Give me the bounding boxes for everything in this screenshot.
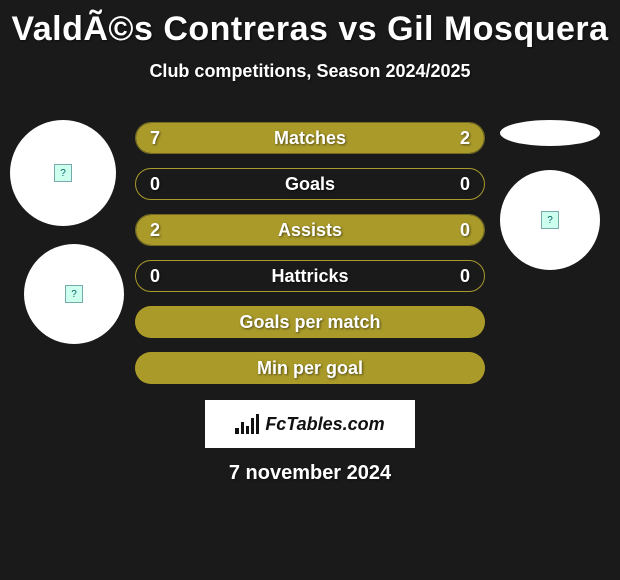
- avatars-right: ?: [490, 120, 610, 270]
- stat-label: Assists: [136, 220, 484, 241]
- page-title: ValdÃ©s Contreras vs Gil Mosquera: [0, 10, 620, 49]
- comparison-stats: 72Matches 00Goals 20Assists 00Hattricks Goal…: [135, 122, 485, 384]
- avatar: [500, 120, 600, 146]
- stat-label: Goals per match: [136, 312, 484, 333]
- brand-bars-icon: [235, 414, 259, 434]
- image-placeholder-icon: ?: [54, 164, 72, 182]
- brand-text: FcTables.com: [265, 414, 384, 435]
- stat-row: Goals per match: [135, 306, 485, 338]
- stat-row: 00Hattricks: [135, 260, 485, 292]
- stat-label: Hattricks: [136, 266, 484, 287]
- stat-label: Goals: [136, 174, 484, 195]
- stat-row: 72Matches: [135, 122, 485, 154]
- stat-row: 00Goals: [135, 168, 485, 200]
- stat-row: Min per goal: [135, 352, 485, 384]
- stat-label: Min per goal: [136, 358, 484, 379]
- page-subtitle: Club competitions, Season 2024/2025: [0, 61, 620, 82]
- avatar: ?: [24, 244, 124, 344]
- date-text: 7 november 2024: [0, 462, 620, 485]
- avatar: ?: [10, 120, 116, 226]
- stat-row: 20Assists: [135, 214, 485, 246]
- avatars-left: ? ?: [10, 120, 130, 344]
- image-placeholder-icon: ?: [65, 285, 83, 303]
- stat-label: Matches: [136, 128, 484, 149]
- image-placeholder-icon: ?: [541, 211, 559, 229]
- avatar: ?: [500, 170, 600, 270]
- brand-badge: FcTables.com: [205, 400, 415, 448]
